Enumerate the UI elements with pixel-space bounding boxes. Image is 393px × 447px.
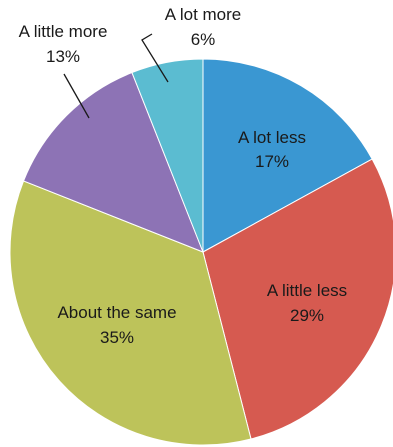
- leader-lines: [63, 33, 169, 119]
- pie-slices: [9, 58, 393, 446]
- slice-label-a-little-more: A little more: [19, 22, 108, 41]
- pie-slice-a-little-more: [22, 71, 204, 253]
- slice-label-a-lot-less: A lot less: [238, 128, 306, 147]
- slice-label-a-little-less: A little less: [267, 281, 347, 300]
- leader-line-a-lot-more: [141, 33, 169, 83]
- pie-slice-a-lot-less: [202, 58, 373, 253]
- leader-line-a-little-more: [63, 73, 90, 119]
- pie-slice-about-the-same: [9, 180, 252, 446]
- slice-label-about-the-same: About the same: [57, 303, 176, 322]
- pie-slice-a-little-less: [202, 158, 393, 440]
- slice-label-a-lot-more: A lot more: [165, 5, 242, 24]
- slice-value-a-little-more: 13%: [46, 47, 80, 66]
- slice-value-a-lot-more: 6%: [191, 30, 216, 49]
- pie-slice-a-lot-more: [131, 58, 204, 253]
- slice-value-about-the-same: 35%: [100, 328, 134, 347]
- slice-value-a-lot-less: 17%: [255, 152, 289, 171]
- slice-labels: A lot less 17% A little less 29% About the s…: [19, 5, 348, 347]
- slice-value-a-little-less: 29%: [290, 306, 324, 325]
